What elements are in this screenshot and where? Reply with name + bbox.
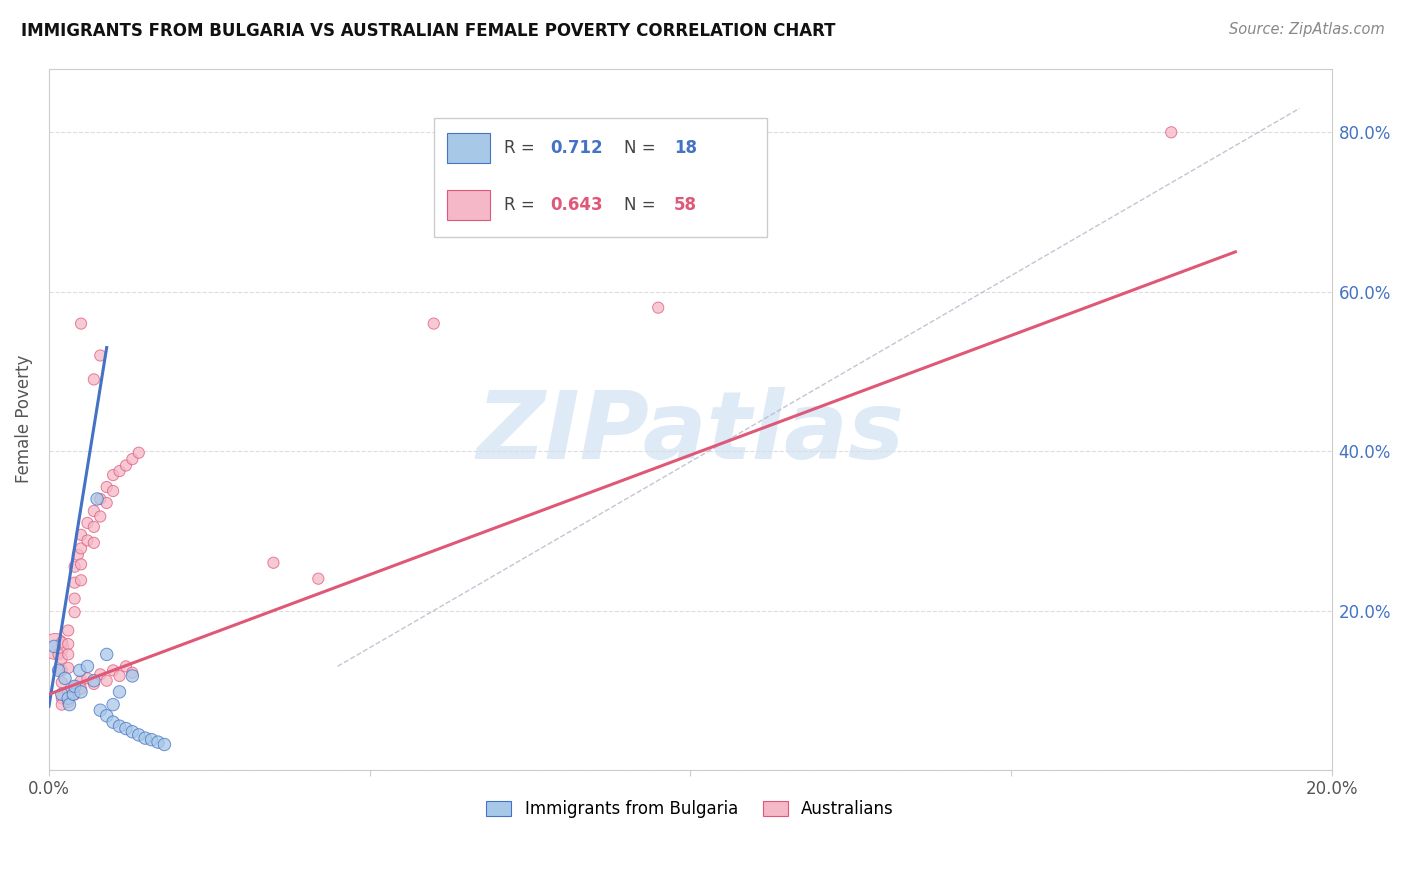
Point <box>647 301 669 315</box>
Point <box>63 687 86 701</box>
Text: IMMIGRANTS FROM BULGARIA VS AUSTRALIAN FEMALE POVERTY CORRELATION CHART: IMMIGRANTS FROM BULGARIA VS AUSTRALIAN F… <box>21 22 835 40</box>
Point <box>1160 125 1182 139</box>
Point <box>58 685 80 699</box>
Point <box>86 491 108 506</box>
Point <box>70 558 93 572</box>
Point <box>96 648 118 662</box>
Point <box>48 664 70 678</box>
Point <box>108 669 131 683</box>
Point <box>51 651 73 665</box>
Point <box>48 648 70 662</box>
Point <box>58 698 80 712</box>
Point <box>51 687 73 701</box>
Point <box>76 533 98 548</box>
Point <box>70 673 93 688</box>
Point <box>115 722 138 736</box>
Point <box>101 715 124 730</box>
Point <box>70 681 93 696</box>
Point <box>307 572 329 586</box>
Point <box>121 452 143 467</box>
Point <box>51 698 73 712</box>
Point <box>153 738 176 752</box>
Point <box>128 446 150 460</box>
Point <box>101 698 124 712</box>
Point <box>62 687 84 701</box>
Point <box>76 671 98 685</box>
Point <box>66 548 89 562</box>
Point <box>108 464 131 478</box>
Point <box>70 541 93 556</box>
Point <box>63 679 86 693</box>
Point <box>96 496 118 510</box>
Point <box>58 648 80 662</box>
Point <box>51 675 73 690</box>
Point <box>121 665 143 680</box>
Point <box>63 591 86 606</box>
Point <box>63 559 86 574</box>
Point <box>83 673 105 688</box>
Text: ZIPatlas: ZIPatlas <box>477 387 904 479</box>
Point <box>134 731 156 745</box>
Point <box>63 679 86 693</box>
Point <box>108 685 131 699</box>
Point <box>121 669 143 683</box>
Point <box>89 703 111 717</box>
Point <box>262 556 284 570</box>
Point <box>70 528 93 542</box>
Point <box>141 732 163 747</box>
Y-axis label: Female Poverty: Female Poverty <box>15 355 32 483</box>
Point <box>121 724 143 739</box>
Point <box>89 491 111 506</box>
Point <box>128 728 150 742</box>
Point <box>83 677 105 691</box>
Point <box>44 640 66 654</box>
Point <box>58 661 80 675</box>
Point <box>63 575 86 590</box>
Point <box>115 458 138 473</box>
Point <box>101 664 124 678</box>
Point <box>89 667 111 681</box>
Point <box>83 372 105 386</box>
Point <box>101 468 124 483</box>
Point <box>422 317 444 331</box>
Point <box>70 685 93 699</box>
Point <box>58 637 80 651</box>
Point <box>42 640 65 654</box>
Point <box>83 520 105 534</box>
Point <box>89 509 111 524</box>
Point <box>83 536 105 550</box>
Point <box>51 691 73 706</box>
Point <box>63 605 86 619</box>
Point <box>70 574 93 588</box>
Point <box>101 483 124 498</box>
Point <box>58 691 80 706</box>
Point <box>89 349 111 363</box>
Point <box>58 624 80 638</box>
Point <box>146 735 169 749</box>
Point <box>76 659 98 673</box>
Point <box>51 664 73 678</box>
Point <box>115 659 138 673</box>
Point <box>96 708 118 723</box>
Point <box>76 516 98 530</box>
Point <box>108 719 131 733</box>
Point <box>70 317 93 331</box>
Text: Source: ZipAtlas.com: Source: ZipAtlas.com <box>1229 22 1385 37</box>
Point <box>51 635 73 649</box>
Point <box>96 673 118 688</box>
Legend: Immigrants from Bulgaria, Australians: Immigrants from Bulgaria, Australians <box>479 794 901 825</box>
Point <box>58 695 80 709</box>
Point <box>53 671 76 685</box>
Point <box>69 664 91 678</box>
Point <box>96 480 118 494</box>
Point <box>83 504 105 518</box>
